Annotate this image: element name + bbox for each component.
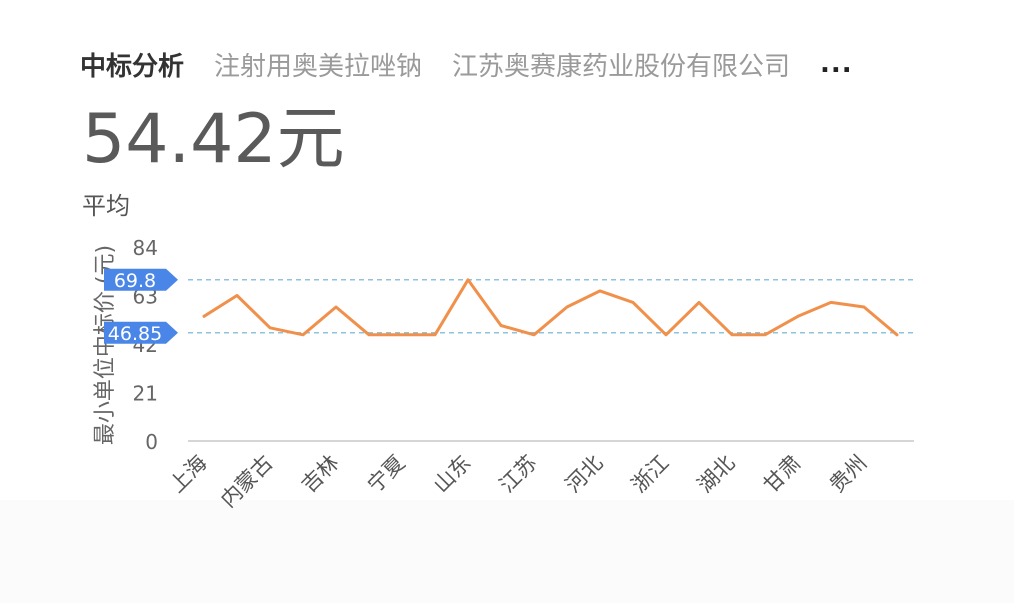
data-point xyxy=(268,326,272,330)
price-series-line xyxy=(202,278,899,337)
data-point xyxy=(697,300,701,304)
data-point xyxy=(532,333,536,337)
reference-badge xyxy=(104,268,178,291)
data-point xyxy=(466,278,470,282)
header-tabs: 中标分析 注射用奥美拉唑钠 江苏奥赛康药业股份有限公司 ... xyxy=(80,44,853,84)
x-tick-label: 山东 xyxy=(429,451,476,498)
average-price-caption: 平均 xyxy=(82,192,130,220)
data-point xyxy=(730,333,734,337)
average-price-value: 54.42元 xyxy=(82,100,345,179)
reference-badge xyxy=(104,321,178,344)
data-point xyxy=(664,333,668,337)
x-tick-label: 宁夏 xyxy=(363,451,410,498)
x-tick-label: 河北 xyxy=(561,451,608,498)
data-point xyxy=(598,289,602,293)
x-tick-label: 浙江 xyxy=(627,451,674,498)
data-point xyxy=(334,305,338,309)
x-tick-label: 甘肃 xyxy=(759,451,806,498)
x-tick-label: 吉林 xyxy=(297,451,344,498)
data-point xyxy=(862,305,866,309)
data-point xyxy=(895,333,899,337)
data-point xyxy=(433,333,437,337)
x-tick-label: 贵州 xyxy=(825,451,872,498)
bottom-tint xyxy=(0,500,1014,603)
reference-badge-label: 46.85 xyxy=(108,323,162,345)
data-point xyxy=(400,333,404,337)
tab-drug-name[interactable]: 注射用奥美拉唑钠 xyxy=(214,51,423,82)
tab-bid-analysis[interactable]: 中标分析 xyxy=(80,51,185,82)
x-tick-label: 内蒙古 xyxy=(216,451,278,513)
x-tick-label: 上海 xyxy=(165,451,212,498)
y-tick-label: 21 xyxy=(133,382,158,406)
data-point xyxy=(301,333,305,337)
x-tick-label: 江苏 xyxy=(495,451,542,498)
data-point xyxy=(829,300,833,304)
data-point xyxy=(235,294,239,298)
y-tick-label: 84 xyxy=(133,236,158,260)
x-tick-label: 湖北 xyxy=(693,451,740,498)
data-point xyxy=(796,314,800,318)
data-point xyxy=(631,300,635,304)
tab-company-name[interactable]: 江苏奥赛康药业股份有限公司 xyxy=(452,51,791,82)
more-icon[interactable]: ... xyxy=(820,49,853,79)
data-point xyxy=(565,305,569,309)
data-point xyxy=(202,314,206,318)
data-point xyxy=(763,333,767,337)
data-point xyxy=(367,333,371,337)
reference-badge-label: 69.8 xyxy=(114,270,156,292)
y-tick-label: 0 xyxy=(145,430,158,454)
data-point xyxy=(499,324,503,328)
